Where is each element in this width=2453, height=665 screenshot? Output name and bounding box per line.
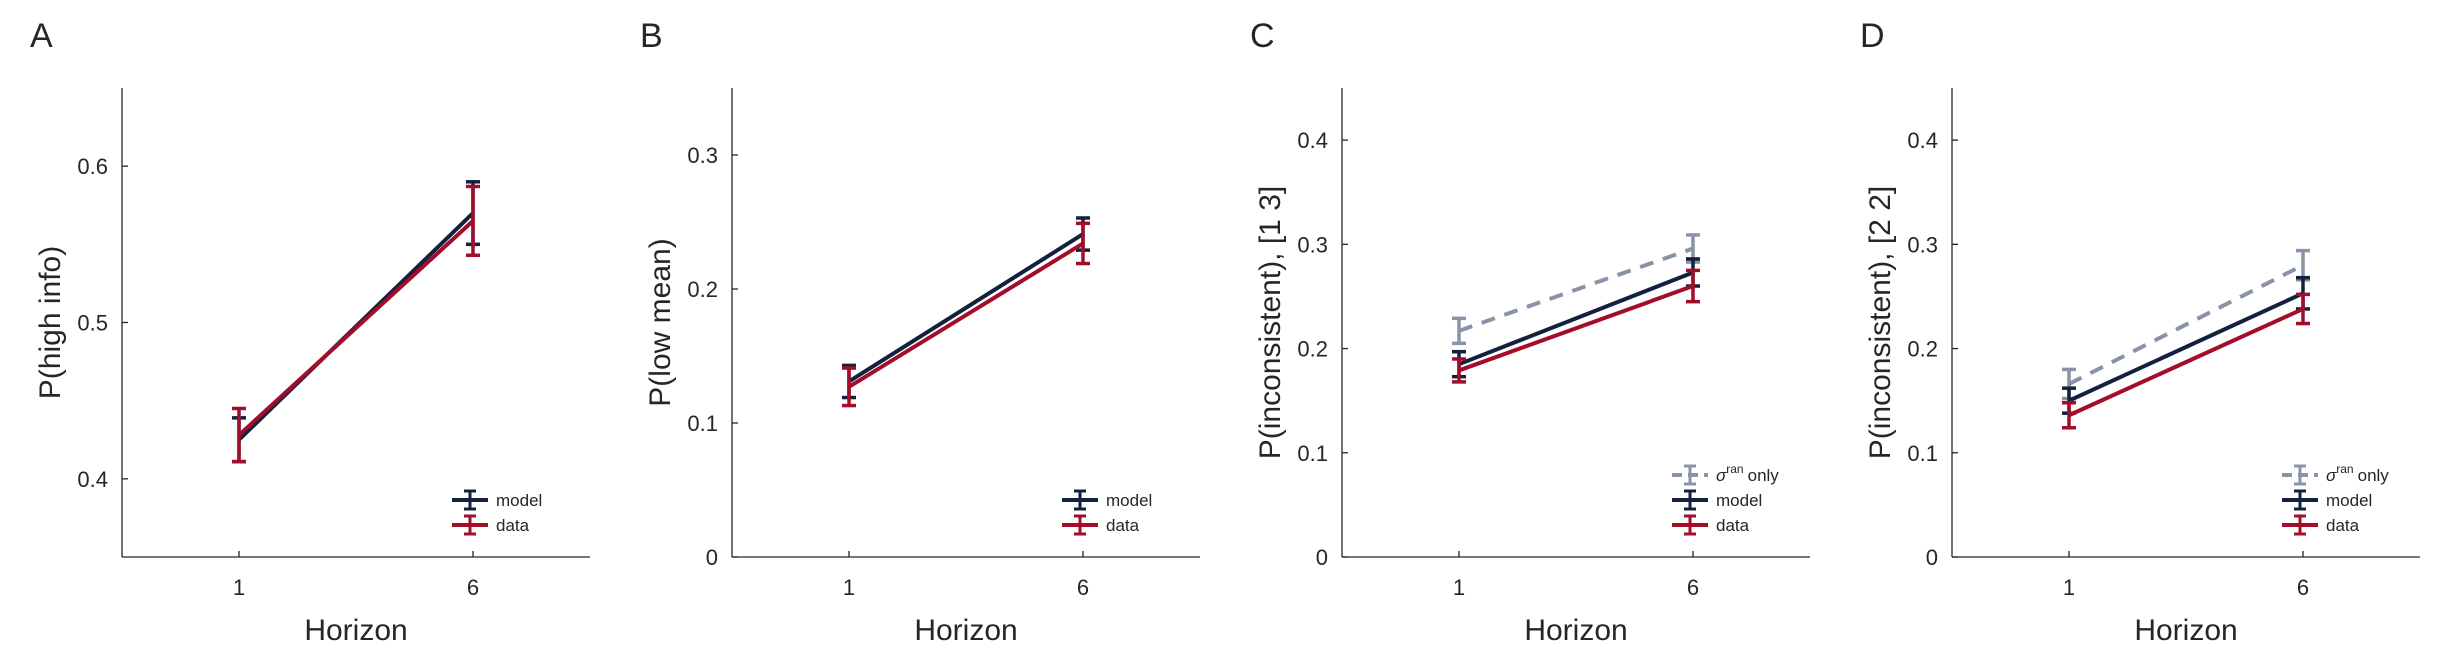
legend-label: data — [1106, 516, 1140, 535]
y-tick-label: 0.4 — [1907, 128, 1938, 153]
legend-label-superscript: ran — [2336, 462, 2353, 476]
y-tick-label: 0.2 — [687, 277, 718, 302]
legend: model data — [1062, 489, 1152, 536]
panel-letter: C — [1250, 17, 1275, 55]
x-tick-label: 1 — [233, 575, 245, 600]
legend-label-text: only — [1748, 466, 1780, 485]
series-model — [232, 180, 480, 464]
chart-panel-b: B 0 0.1 0.2 0.3 1 6 Horizon P(low mean) model data — [640, 17, 1200, 647]
legend-item: σran only — [1672, 462, 1779, 486]
legend-item: σran only — [2282, 462, 2389, 486]
x-axis-label: Horizon — [1524, 614, 1627, 647]
y-tick-label: 0.6 — [77, 154, 108, 179]
legend-label: σran only — [2326, 462, 2389, 485]
x-tick-label: 1 — [1453, 575, 1465, 600]
chart-panel-d: D 0 0.1 0.2 0.3 0.4 1 6 Horizon P(inconsistent), … — [1860, 17, 2420, 647]
y-tick-label: 0 — [706, 545, 718, 570]
legend-label: data — [1716, 516, 1750, 535]
series-data — [2062, 292, 2310, 430]
x-axis-label: Horizon — [304, 614, 407, 647]
series-data — [232, 184, 480, 464]
legend-label: model — [496, 491, 542, 510]
y-axis-label: P(inconsistent), [2 2] — [1864, 186, 1897, 459]
x-tick-label: 6 — [1687, 575, 1699, 600]
y-axis-label: P(high info) — [34, 246, 67, 399]
chart-panel-c: C 0 0.1 0.2 0.3 0.4 1 6 Horizon P(inconsistent), … — [1250, 17, 1810, 647]
series-line — [1458, 284, 1694, 373]
series-line — [237, 219, 475, 437]
series-model — [2062, 275, 2310, 415]
x-tick-label: 6 — [2297, 575, 2309, 600]
legend: model data — [452, 489, 542, 536]
x-axis-label: Horizon — [2134, 614, 2237, 647]
y-tick-label: 0.3 — [687, 143, 718, 168]
x-tick-label: 1 — [2063, 575, 2075, 600]
x-tick-label: 6 — [467, 575, 479, 600]
legend-label-sigma: σ — [2326, 466, 2337, 485]
series-line — [2068, 307, 2304, 418]
legend-label: model — [1106, 491, 1152, 510]
legend-label: data — [496, 516, 530, 535]
y-axis-label: P(inconsistent), [1 3] — [1254, 186, 1287, 459]
panel-letter: A — [30, 17, 53, 55]
legend-item: model — [452, 489, 542, 511]
series-data — [1452, 268, 1700, 384]
chart-panel-a: A 0.4 0.5 0.6 1 6 Horizon P(high info) model data — [30, 17, 590, 647]
legend-label: model — [2326, 491, 2372, 510]
y-tick-label: 0.1 — [1907, 441, 1938, 466]
panel-letter: B — [640, 17, 663, 55]
series-line — [2068, 291, 2304, 403]
y-tick-label: 0.4 — [1297, 128, 1328, 153]
y-tick-label: 0 — [1316, 545, 1328, 570]
y-tick-label: 0.1 — [1297, 441, 1328, 466]
legend-item: model — [1672, 489, 1762, 511]
legend: σran only model data — [1672, 462, 1779, 536]
legend-item: data — [2282, 514, 2360, 536]
y-tick-label: 0.2 — [1297, 337, 1328, 362]
legend-item: model — [2282, 489, 2372, 511]
series-line — [847, 232, 1085, 384]
y-tick-label: 0.3 — [1297, 232, 1328, 257]
x-axis-label: Horizon — [914, 614, 1017, 647]
y-tick-label: 0.4 — [77, 467, 108, 492]
y-tick-label: 0.1 — [687, 411, 718, 436]
y-axis-label: P(low mean) — [644, 238, 677, 406]
x-tick-label: 6 — [1077, 575, 1089, 600]
legend-label: data — [2326, 516, 2360, 535]
series-line — [1458, 246, 1694, 333]
series-data — [842, 221, 1090, 408]
legend-item: data — [1062, 514, 1140, 536]
series-line — [1458, 270, 1694, 367]
legend: σran only model data — [2282, 462, 2389, 536]
legend-item: data — [452, 514, 530, 536]
legend-label: σran only — [1716, 462, 1779, 485]
panel-letter: D — [1860, 17, 1885, 55]
legend-item: data — [1672, 514, 1750, 536]
y-tick-label: 0.5 — [77, 311, 108, 336]
y-tick-label: 0 — [1926, 545, 1938, 570]
legend-item: model — [1062, 489, 1152, 511]
y-tick-label: 0.2 — [1907, 337, 1938, 362]
legend-label-superscript: ran — [1726, 462, 1743, 476]
y-tick-label: 0.3 — [1907, 232, 1938, 257]
series-line — [2068, 263, 2304, 386]
x-tick-label: 1 — [843, 575, 855, 600]
legend-label-text: only — [2358, 466, 2390, 485]
legend-label-sigma: σ — [1716, 466, 1727, 485]
legend-label: model — [1716, 491, 1762, 510]
series-line — [847, 241, 1085, 389]
